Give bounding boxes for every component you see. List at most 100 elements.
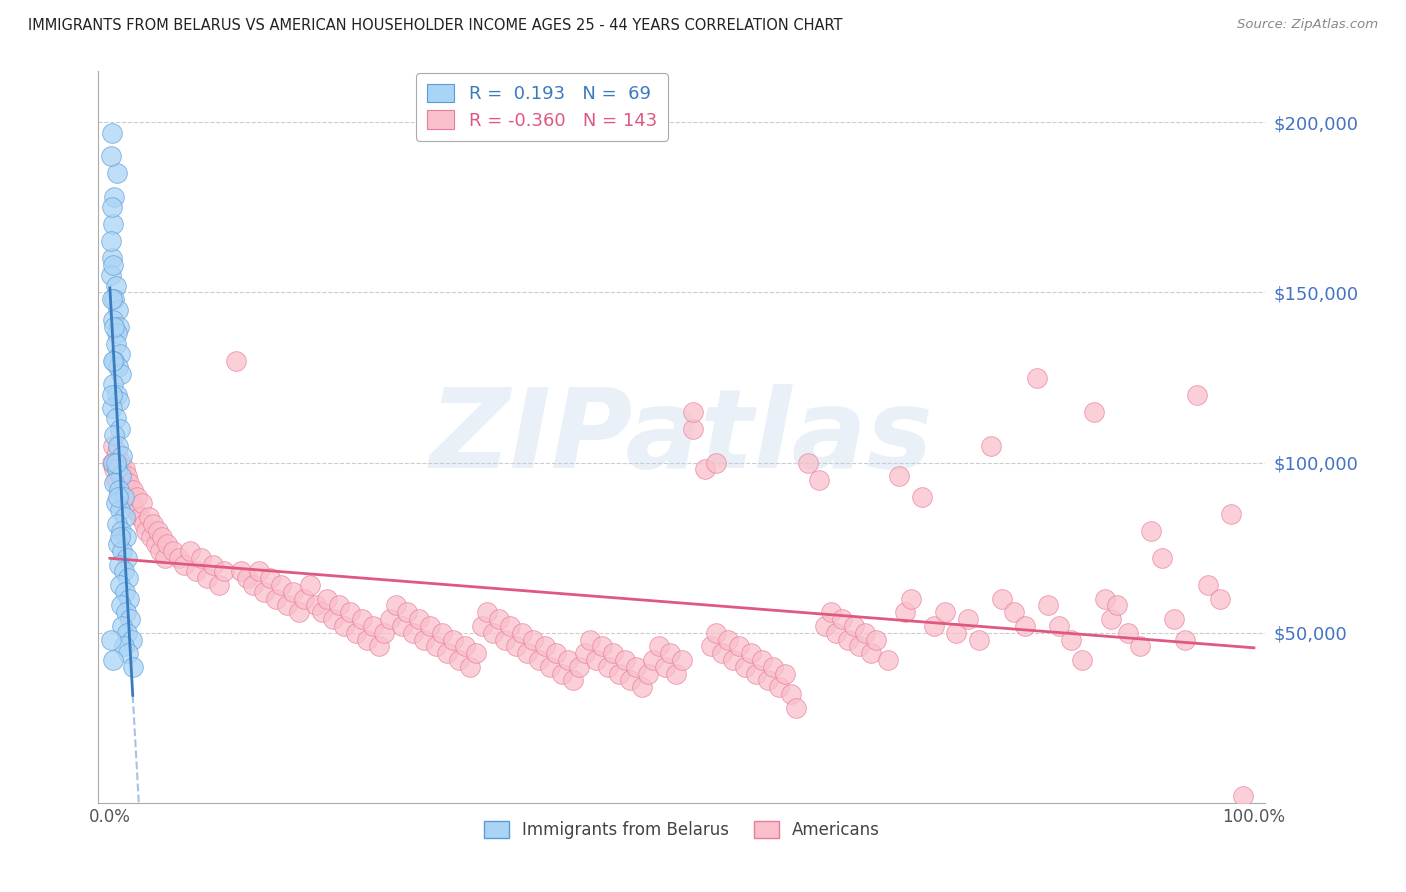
Point [654, 659, 676, 673]
Point [104, 411, 127, 425]
Point [1174, 632, 1197, 647]
Point [768, 680, 790, 694]
Point [665, 666, 688, 681]
Point [184, 565, 207, 579]
Point [544, 646, 567, 660]
Point [110, 367, 132, 381]
Point [756, 673, 779, 688]
Point [299, 578, 322, 592]
Point [1099, 612, 1122, 626]
Point [643, 653, 665, 667]
Point [367, 640, 389, 654]
Point [114, 585, 136, 599]
Point [991, 591, 1014, 606]
Point [104, 456, 127, 470]
Point [538, 659, 561, 673]
Point [104, 336, 127, 351]
Point [762, 659, 785, 673]
Point [121, 496, 143, 510]
Point [465, 646, 488, 660]
Point [120, 490, 142, 504]
Point [111, 544, 134, 558]
Point [110, 456, 132, 470]
Point [117, 571, 139, 585]
Point [115, 550, 138, 565]
Point [242, 578, 264, 592]
Point [111, 449, 134, 463]
Point [1232, 789, 1254, 803]
Point [734, 659, 756, 673]
Point [201, 558, 224, 572]
Point [173, 558, 195, 572]
Point [441, 632, 464, 647]
Point [101, 201, 124, 215]
Point [1049, 619, 1071, 633]
Point [1094, 591, 1116, 606]
Point [557, 653, 579, 667]
Point [115, 469, 138, 483]
Point [117, 486, 139, 500]
Point [1185, 387, 1208, 401]
Point [482, 625, 505, 640]
Point [447, 653, 470, 667]
Point [110, 469, 132, 483]
Point [149, 544, 172, 558]
Point [207, 578, 229, 592]
Point [865, 632, 887, 647]
Point [436, 646, 458, 660]
Point [773, 666, 796, 681]
Point [894, 605, 917, 619]
Point [391, 619, 413, 633]
Point [259, 571, 281, 585]
Point [499, 619, 522, 633]
Point [579, 632, 602, 647]
Point [853, 625, 876, 640]
Point [1116, 625, 1139, 640]
Point [121, 483, 143, 497]
Point [659, 646, 682, 660]
Point [127, 490, 149, 504]
Point [1025, 370, 1047, 384]
Point [108, 319, 131, 334]
Point [107, 360, 129, 375]
Point [105, 387, 128, 401]
Point [115, 605, 138, 619]
Point [120, 612, 142, 626]
Point [108, 558, 131, 572]
Point [717, 632, 740, 647]
Point [101, 387, 124, 401]
Point [105, 516, 128, 531]
Point [103, 293, 125, 307]
Point [551, 666, 574, 681]
Point [619, 673, 641, 688]
Point [477, 605, 499, 619]
Point [101, 456, 124, 470]
Point [104, 473, 127, 487]
Point [1105, 599, 1128, 613]
Point [107, 537, 129, 551]
Point [344, 625, 367, 640]
Point [740, 646, 762, 660]
Point [146, 524, 169, 538]
Point [108, 469, 131, 483]
Point [112, 473, 135, 487]
Point [264, 591, 287, 606]
Point [723, 653, 745, 667]
Point [100, 149, 122, 163]
Point [124, 503, 146, 517]
Point [112, 565, 135, 579]
Point [100, 235, 122, 249]
Point [104, 496, 127, 510]
Point [103, 190, 125, 204]
Point [494, 632, 516, 647]
Point [562, 673, 585, 688]
Point [1152, 550, 1174, 565]
Point [156, 537, 179, 551]
Point [607, 666, 630, 681]
Point [103, 377, 125, 392]
Point [797, 456, 820, 470]
Point [110, 599, 132, 613]
Point [785, 700, 807, 714]
Point [110, 524, 132, 538]
Point [115, 625, 138, 640]
